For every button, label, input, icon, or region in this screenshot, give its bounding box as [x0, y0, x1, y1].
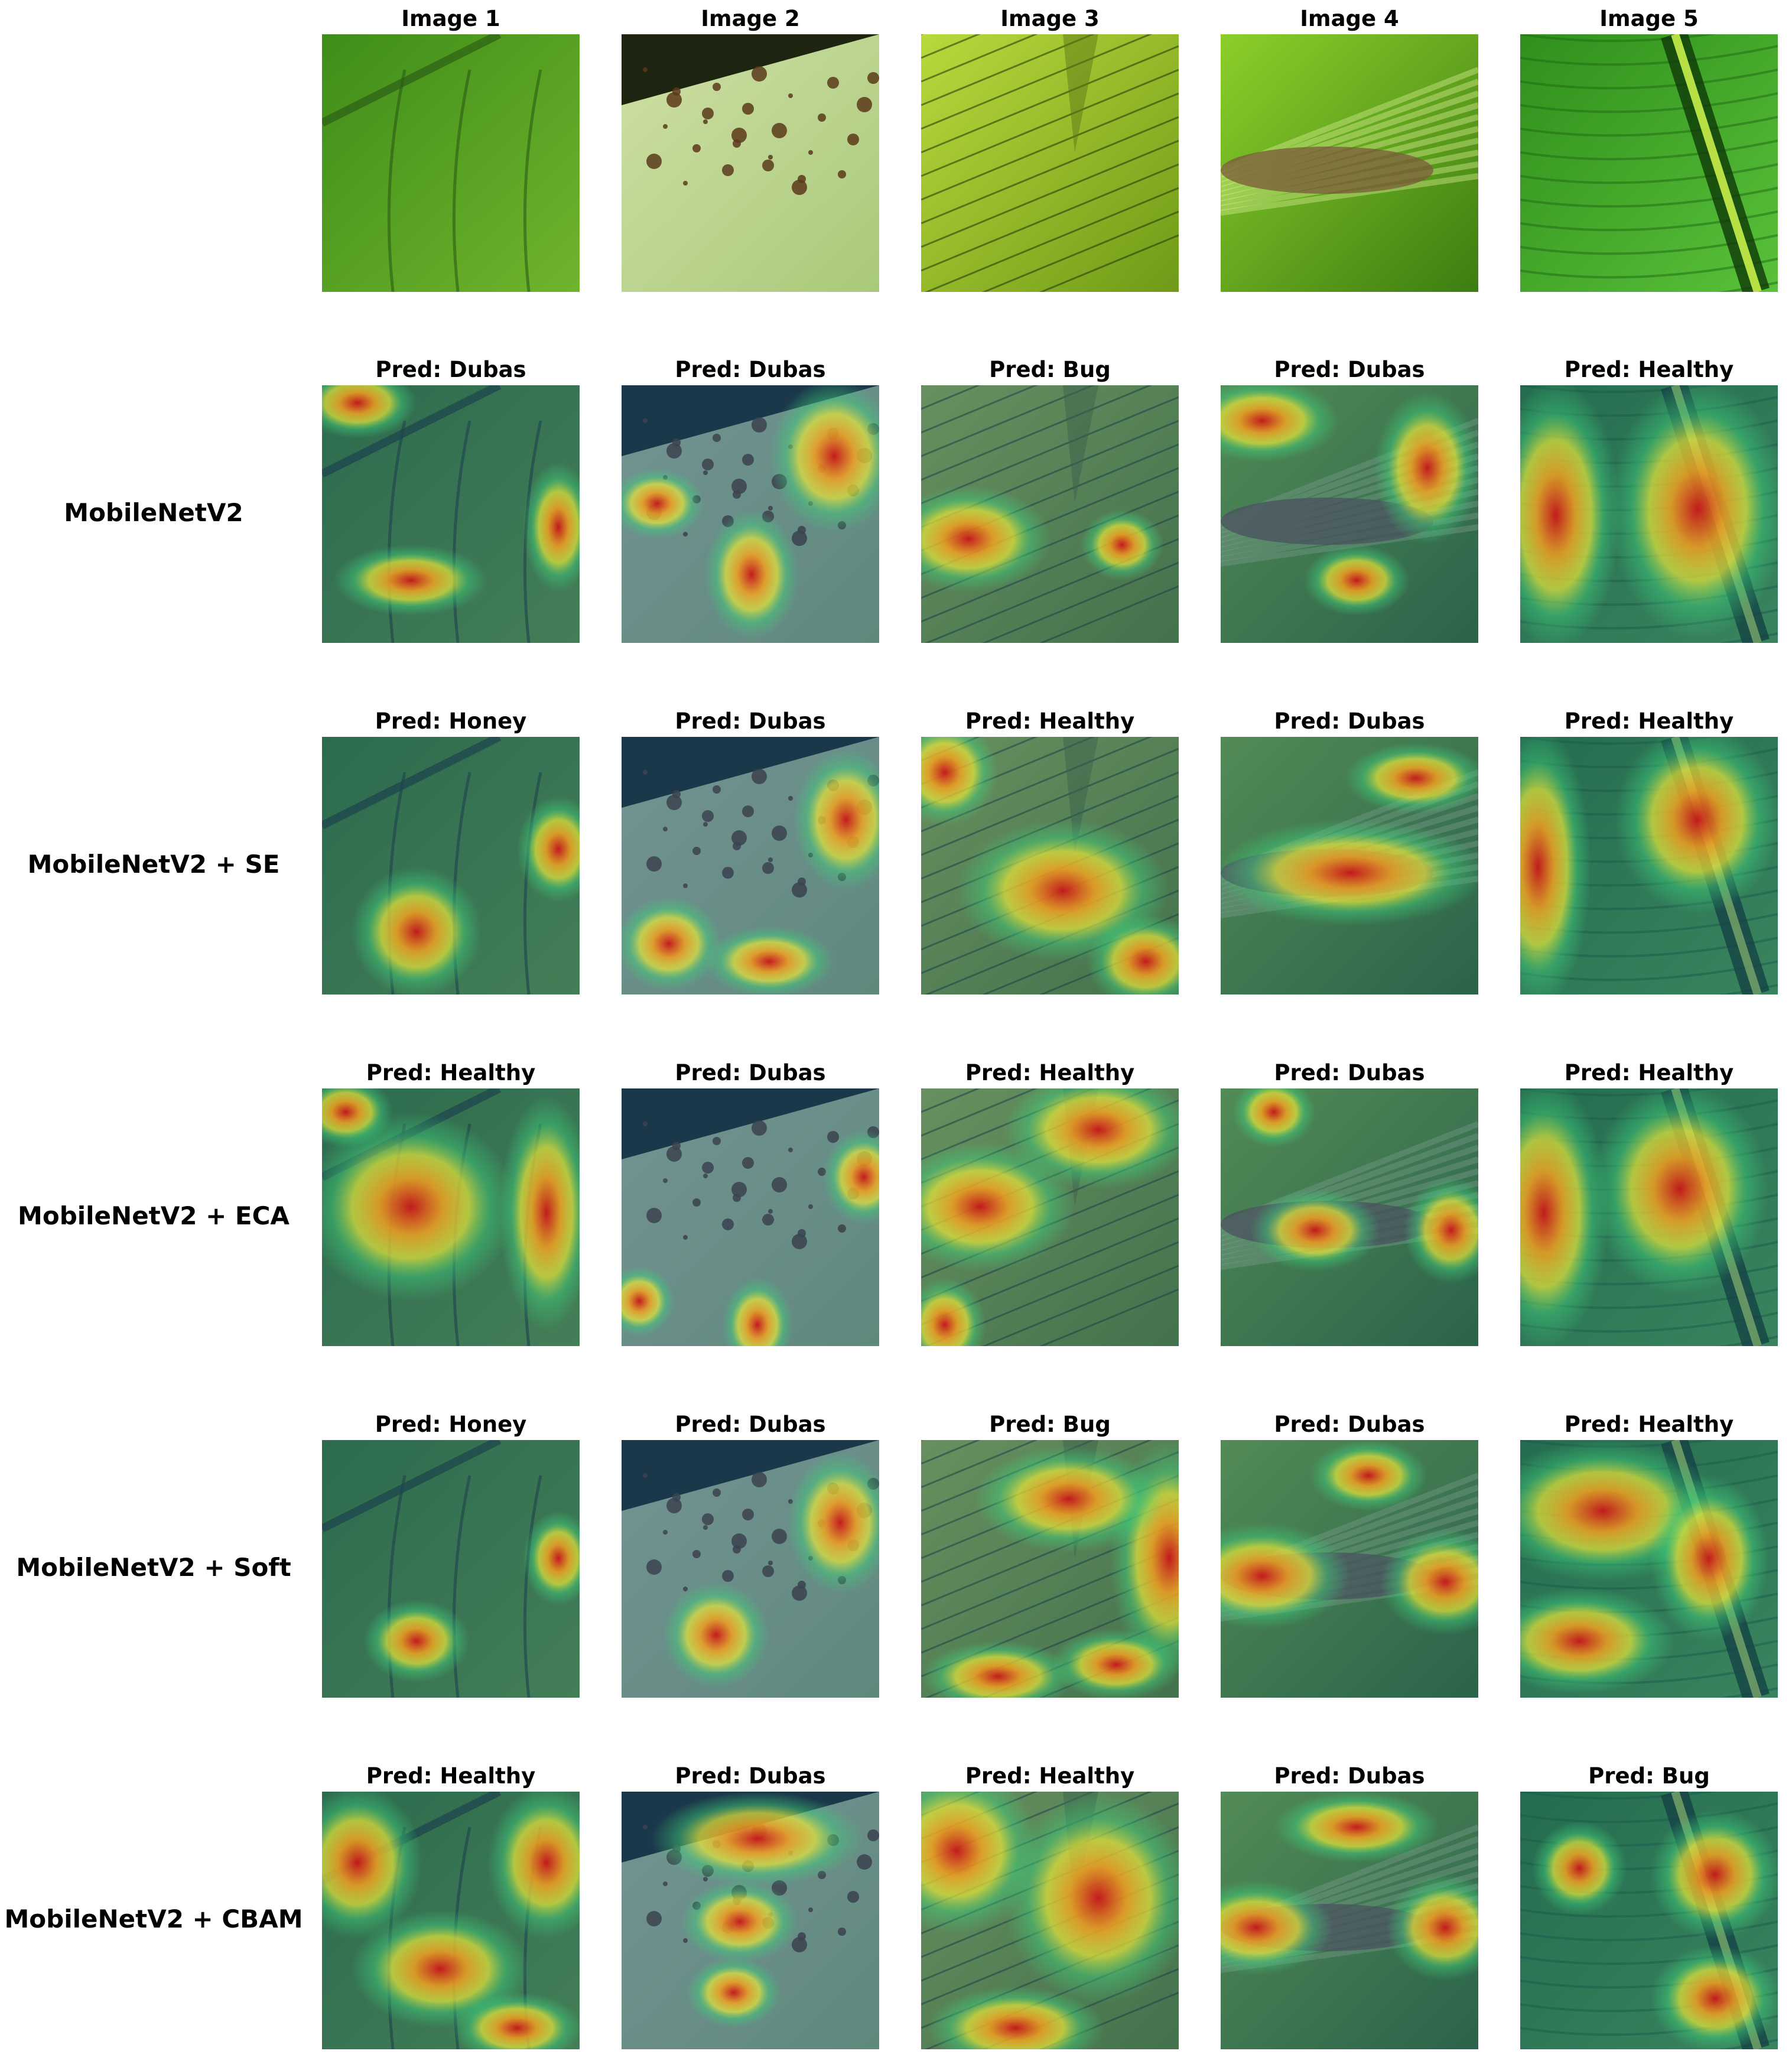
prediction-label: Pred: Dubas: [1274, 1060, 1425, 1086]
gradcam-heatmap: [322, 1792, 580, 2049]
prediction-label: Pred: Healthy: [1564, 357, 1734, 382]
column-title-3: Image 3: [1000, 6, 1100, 31]
prediction-label: Pred: Dubas: [675, 1763, 826, 1789]
prediction-label: Pred: Bug: [989, 1412, 1111, 1437]
prediction-label: Pred: Dubas: [675, 1060, 826, 1086]
gradcam-heatmap: [921, 1088, 1179, 1346]
prediction-label: Pred: Healthy: [965, 1060, 1135, 1086]
model-label-mobilenetv2-soft: MobileNetV2 + Soft: [16, 1553, 291, 1582]
prediction-label: Pred: Dubas: [675, 1412, 826, 1437]
prediction-label: Pred: Dubas: [675, 357, 826, 382]
column-title-5: Image 5: [1599, 6, 1699, 31]
prediction-label: Pred: Dubas: [1274, 1763, 1425, 1789]
gradcam-heatmap: [322, 385, 580, 643]
gradcam-heatmap: [1520, 737, 1778, 994]
gradcam-heatmap: [921, 737, 1179, 994]
column-title-2: Image 2: [701, 6, 800, 31]
original-image-3: [921, 34, 1179, 292]
prediction-label: Pred: Healthy: [1564, 1412, 1734, 1437]
model-label-mobilenetv2-eca: MobileNetV2 + ECA: [18, 1201, 290, 1230]
prediction-label: Pred: Healthy: [1564, 1060, 1734, 1086]
gradcam-heatmap: [1520, 1792, 1778, 2049]
gradcam-heatmap: [1221, 1088, 1478, 1346]
original-image-4: [1221, 34, 1478, 292]
prediction-label: Pred: Healthy: [1564, 708, 1734, 734]
gradcam-heatmap: [622, 1440, 879, 1698]
model-label-mobilenetv2-se: MobileNetV2 + SE: [27, 850, 280, 879]
prediction-label: Pred: Dubas: [375, 357, 526, 382]
prediction-label: Pred: Honey: [375, 708, 527, 734]
prediction-label: Pred: Dubas: [675, 708, 826, 734]
gradcam-heatmap: [322, 1088, 580, 1346]
gradcam-heatmap: [921, 385, 1179, 643]
gradcam-heatmap: [622, 737, 879, 994]
prediction-label: Pred: Dubas: [1274, 357, 1425, 382]
gradcam-heatmap: [921, 1440, 1179, 1698]
gradcam-heatmap: [1520, 1440, 1778, 1698]
prediction-label: Pred: Bug: [1588, 1763, 1710, 1789]
gradcam-heatmap: [622, 1792, 879, 2049]
prediction-label: Pred: Honey: [375, 1412, 527, 1437]
column-title-4: Image 4: [1300, 6, 1399, 31]
model-label-mobilenetv2: MobileNetV2: [64, 498, 243, 527]
gradcam-heatmap: [1221, 385, 1478, 643]
gradcam-heatmap: [1520, 1088, 1778, 1346]
gradcam-heatmap: [1221, 737, 1478, 994]
column-title-1: Image 1: [401, 6, 500, 31]
prediction-label: Pred: Healthy: [366, 1060, 536, 1086]
original-image-1: [322, 34, 580, 292]
prediction-label: Pred: Dubas: [1274, 1412, 1425, 1437]
gradcam-heatmap: [322, 1440, 580, 1698]
gradcam-heatmap: [622, 1088, 879, 1346]
prediction-label: Pred: Dubas: [1274, 708, 1425, 734]
gradcam-heatmap: [622, 385, 879, 643]
gradcam-heatmap: [322, 737, 580, 994]
prediction-label: Pred: Healthy: [965, 708, 1135, 734]
prediction-label: Pred: Healthy: [965, 1763, 1135, 1789]
original-image-5: [1520, 34, 1778, 292]
prediction-label: Pred: Healthy: [366, 1763, 536, 1789]
gradcam-heatmap: [1221, 1792, 1478, 2049]
gradcam-heatmap: [1520, 385, 1778, 643]
original-image-2: [622, 34, 879, 292]
model-label-mobilenetv2-cbam: MobileNetV2 + CBAM: [4, 1904, 303, 1933]
gradcam-heatmap: [921, 1792, 1179, 2049]
gradcam-heatmap: [1221, 1440, 1478, 1698]
prediction-label: Pred: Bug: [989, 357, 1111, 382]
